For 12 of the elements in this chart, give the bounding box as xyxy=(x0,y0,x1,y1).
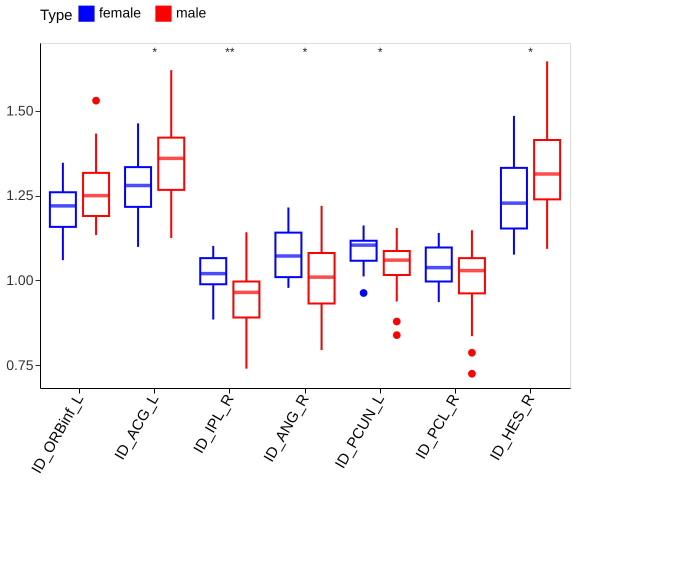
annotation: * xyxy=(378,45,383,59)
y-tick-label: 0.75 xyxy=(6,356,34,373)
y-tick-label: 1.00 xyxy=(6,272,34,288)
y-tick-label: 1.50 xyxy=(6,102,34,118)
annotation: ** xyxy=(225,45,235,59)
annotation: * xyxy=(152,45,158,59)
legend-label: female xyxy=(99,4,142,21)
annotation: * xyxy=(528,45,534,59)
legend-title: Type xyxy=(40,7,73,24)
legend-label: male xyxy=(176,4,207,21)
annotation: * xyxy=(302,45,308,59)
y-tick-label: 1.25 xyxy=(6,187,34,204)
